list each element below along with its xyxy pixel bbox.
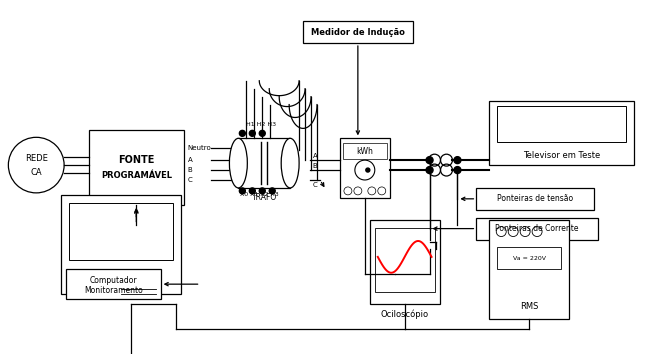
Bar [370, 220, 439, 304]
Text: TRAFO: TRAFO [252, 193, 277, 202]
Text: Ponteiras de Corrente: Ponteiras de Corrente [496, 224, 579, 233]
Circle shape [259, 188, 265, 194]
Circle shape [249, 130, 256, 136]
Text: Monitoramento: Monitoramento [84, 286, 143, 295]
Ellipse shape [230, 138, 247, 188]
Circle shape [426, 166, 433, 174]
Text: PROGRAMÁVEL: PROGRAMÁVEL [101, 171, 172, 180]
Text: CA: CA [31, 168, 42, 176]
Circle shape [454, 166, 461, 174]
Text: REDE: REDE [25, 154, 48, 163]
Bar [66, 269, 160, 299]
Circle shape [239, 130, 245, 136]
Text: FONTE: FONTE [118, 155, 155, 165]
Bar [375, 228, 434, 292]
Text: Ponteiras de tensão: Ponteiras de tensão [497, 194, 573, 203]
Bar [340, 138, 390, 198]
Bar [489, 220, 569, 319]
Bar [477, 188, 594, 210]
Text: Ociloscópio: Ociloscópio [381, 309, 429, 319]
Circle shape [426, 157, 433, 164]
Ellipse shape [281, 138, 299, 188]
Bar [489, 100, 634, 165]
Bar [343, 143, 387, 159]
Bar [89, 130, 184, 205]
Circle shape [239, 188, 245, 194]
Text: A: A [188, 157, 192, 163]
Bar [497, 247, 561, 269]
Text: Neutro: Neutro [188, 145, 211, 151]
Bar [239, 138, 290, 188]
Text: kWh: kWh [357, 147, 374, 156]
Text: C: C [313, 182, 318, 188]
Text: B: B [188, 167, 192, 173]
Bar [61, 195, 181, 294]
Circle shape [259, 130, 265, 136]
Text: Televisor em Teste: Televisor em Teste [523, 151, 600, 160]
Text: Medidor de Indução: Medidor de Indução [311, 28, 405, 37]
Text: RMS: RMS [520, 302, 539, 311]
Text: Computador: Computador [89, 276, 137, 285]
Circle shape [249, 188, 256, 194]
Circle shape [269, 188, 275, 194]
Text: C: C [188, 177, 192, 183]
Text: H1 H2 H3: H1 H2 H3 [246, 122, 276, 127]
Bar [303, 21, 413, 43]
Text: X0 X1 X2 X3: X0 X1 X2 X3 [241, 192, 279, 197]
Circle shape [454, 157, 461, 164]
Bar [69, 203, 173, 260]
Bar [477, 218, 598, 240]
Text: B: B [313, 163, 318, 169]
Text: Va = 220V: Va = 220V [512, 256, 546, 261]
Text: A: A [313, 153, 318, 159]
Bar [497, 105, 626, 142]
Circle shape [366, 168, 370, 172]
